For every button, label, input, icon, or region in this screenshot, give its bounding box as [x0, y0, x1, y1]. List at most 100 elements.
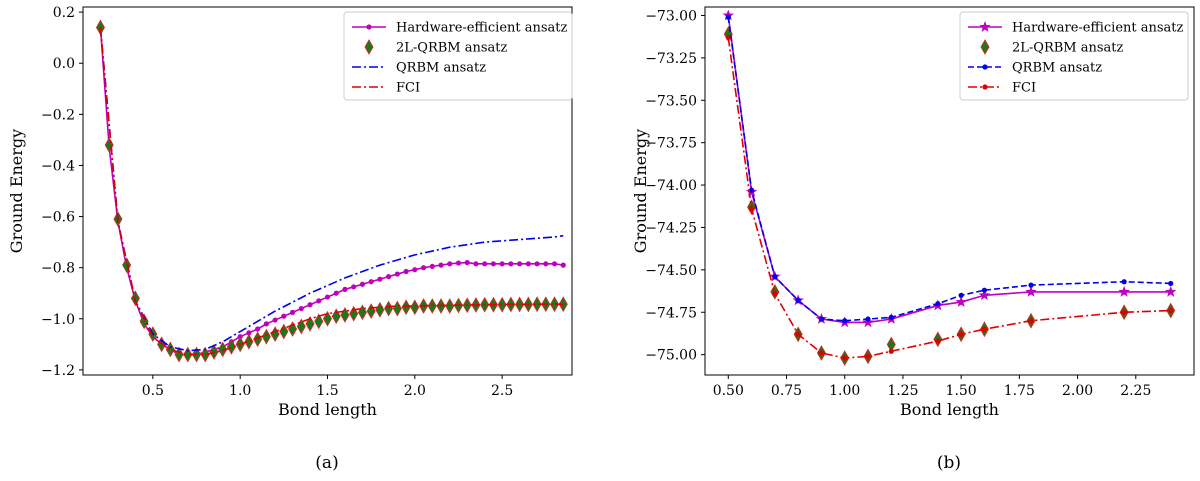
data-point	[386, 274, 392, 280]
y-axis-label: Ground Energy	[631, 129, 650, 253]
x-tick-label: 1.25	[887, 383, 918, 399]
data-point	[289, 309, 296, 315]
data-point	[515, 296, 525, 313]
y-tick-label: −0.8	[41, 261, 75, 277]
data-point	[255, 326, 261, 332]
data-point	[888, 314, 894, 320]
series-3	[725, 34, 1174, 361]
panel-caption: (b)	[937, 453, 961, 473]
data-point	[958, 292, 964, 298]
data-point	[455, 260, 462, 266]
x-tick-label: 2.0	[404, 383, 426, 399]
data-point	[392, 300, 402, 317]
series-line	[727, 17, 1171, 322]
legend-box	[959, 11, 1189, 101]
y-tick-label: −0.4	[41, 158, 75, 174]
data-point	[1121, 279, 1127, 285]
data-point	[298, 305, 304, 312]
x-tick-label: 0.5	[142, 383, 164, 399]
data-point	[244, 333, 254, 350]
data-point	[226, 338, 236, 355]
data-point	[490, 261, 497, 267]
x-axis-label: Bond length	[900, 400, 999, 419]
legend-marker	[979, 21, 991, 32]
legend-marker	[364, 39, 374, 55]
data-point	[357, 304, 367, 321]
legend-box	[343, 11, 573, 101]
x-axis-label: Bond length	[278, 400, 377, 419]
data-point	[122, 257, 132, 274]
y-tick-label: −74.50	[645, 263, 697, 279]
data-point	[438, 262, 444, 268]
data-point	[981, 326, 988, 332]
data-point	[1118, 285, 1130, 297]
data-point	[1028, 318, 1034, 324]
x-tick-label: 1.75	[1004, 383, 1035, 399]
y-tick-label: −1.0	[41, 312, 75, 328]
data-point	[842, 318, 848, 324]
y-tick-label: −73.00	[645, 8, 697, 24]
data-point	[473, 261, 479, 267]
data-point	[551, 261, 558, 267]
y-tick-label: −75.00	[645, 348, 697, 364]
y-tick-label: −74.75	[645, 305, 697, 321]
axes-frame	[704, 6, 1195, 376]
plot-area	[722, 9, 1177, 366]
legend-marker	[366, 24, 372, 30]
data-point	[366, 303, 376, 320]
data-point	[981, 287, 988, 293]
data-point	[420, 265, 427, 271]
data-point	[842, 355, 848, 361]
y-tick-label: −0.6	[41, 210, 75, 226]
legend: Hardware-efficient ansatz 2L-QRBM ansatz Q…	[343, 11, 573, 101]
panel-caption: (a)	[315, 453, 338, 473]
data-point	[288, 321, 298, 337]
chart-panel-b: 0.50 0.75 1.00 1.25 1.50 1.75 2.00 2.25 −75.00 −7…	[631, 6, 1195, 473]
x-tick-label: 2.5	[491, 383, 513, 399]
y-axis-label: Ground Energy	[7, 129, 26, 253]
data-point	[394, 271, 400, 277]
y-tick-label: 0.2	[53, 5, 75, 21]
data-point	[517, 261, 523, 267]
chart-panel-a: 0.5 1.0 1.5 2.0 2.5 −1.2 −1.0 −0.8 −0.6 −0.4 −0.2 0…	[7, 5, 573, 473]
plot-area	[95, 19, 568, 363]
data-point	[342, 286, 348, 292]
data-point	[351, 284, 357, 290]
data-point	[368, 279, 374, 285]
data-point	[534, 261, 540, 267]
legend-label: Hardware-efficient ansatz	[1012, 21, 1184, 36]
y-tick-label: −73.75	[645, 136, 697, 152]
data-point	[279, 323, 289, 340]
data-point	[748, 206, 755, 212]
data-point	[281, 313, 287, 319]
data-point	[795, 331, 801, 337]
x-tick-label: 1.50	[946, 383, 977, 399]
data-point	[482, 261, 488, 267]
series-line	[99, 27, 564, 352]
data-point	[218, 341, 228, 358]
data-point	[978, 289, 991, 301]
data-point	[543, 261, 549, 267]
legend-label: Hardware-efficient ansatz	[396, 21, 568, 36]
y-tick-label: −74.00	[645, 178, 697, 194]
x-tick-label: 1.0	[229, 383, 251, 399]
data-point	[725, 14, 731, 20]
data-point	[322, 310, 333, 327]
data-point	[333, 290, 339, 296]
data-point	[272, 317, 278, 323]
legend-label: QRBM ansatz	[396, 61, 486, 76]
x-tick-label: 1.5	[316, 383, 338, 399]
y-tick-label: −74.25	[645, 220, 697, 236]
data-point	[429, 263, 435, 269]
data-point	[550, 296, 560, 313]
data-point	[305, 315, 315, 332]
legend: Hardware-efficient ansatz 2L-QRBM ansatz Q…	[959, 11, 1189, 101]
legend-marker	[982, 64, 988, 70]
data-point	[1025, 285, 1037, 297]
data-point	[1165, 285, 1177, 297]
data-point	[862, 316, 874, 328]
data-point	[865, 316, 871, 322]
series-line	[99, 27, 564, 356]
data-point	[261, 328, 271, 345]
